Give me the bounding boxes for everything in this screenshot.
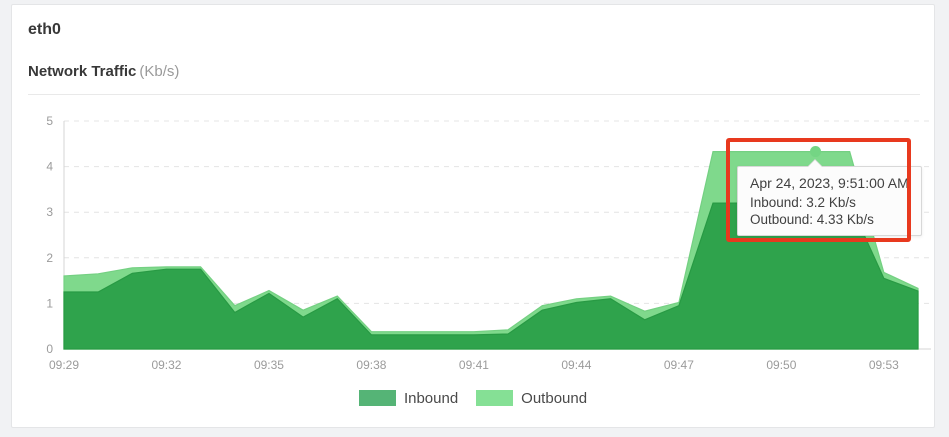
outbound-swatch — [476, 390, 514, 406]
tooltip-outbound-value: Outbound: 4.33 Kb/s — [750, 211, 874, 227]
legend-item-inbound[interactable]: Inbound — [358, 389, 459, 407]
tooltip-inbound-value: Inbound: 3.2 Kb/s — [750, 195, 856, 210]
y-tick-label-4: 4 — [46, 160, 53, 174]
tooltip-timestamp: Apr 24, 2023, 9:51:00 AM — [750, 175, 909, 191]
y-tick-label-1: 1 — [46, 296, 53, 310]
legend-label-inbound: Inbound — [403, 389, 459, 407]
chart-title-text: Network Traffic — [28, 63, 137, 80]
x-tick-label-09:38: 09:38 — [356, 358, 386, 372]
x-tick-label-09:47: 09:47 — [664, 358, 694, 372]
legend-item-outbound[interactable]: Outbound — [476, 390, 587, 407]
x-tick-label-09:35: 09:35 — [254, 358, 284, 372]
x-tick-label-09:44: 09:44 — [561, 358, 591, 372]
chart-unit: (Kb/s) — [139, 63, 180, 80]
device-title: eth0 — [28, 21, 61, 38]
hover-point-dot — [810, 146, 822, 158]
chart-region: 0 1 2 3 4 5 09:29 09:32 09:35 09:38 09:41 09:44 09:4… — [12, 101, 934, 393]
chart-title: Network Traffic (Kb/s) — [28, 63, 179, 80]
x-tick-label-09:41: 09:41 — [459, 358, 489, 372]
x-tick-label-09:53: 09:53 — [869, 358, 899, 372]
y-tick-label-5: 5 — [46, 114, 53, 128]
legend-label-outbound: Outbound — [521, 389, 588, 407]
y-tick-label-0: 0 — [46, 342, 53, 356]
x-tick-label-09:29: 09:29 — [49, 358, 79, 372]
inbound-swatch — [358, 390, 396, 406]
annotation-highlight-box — [726, 138, 911, 242]
chart-legend: Inbound Outbound — [12, 389, 934, 407]
tooltip-caret — [808, 160, 822, 167]
traffic-card: eth0 Network Traffic (Kb/s) 0 1 2 3 4 5 09:29 09… — [11, 4, 935, 428]
x-tick-label-09:32: 09:32 — [151, 358, 181, 372]
x-tick-label-09:50: 09:50 — [766, 358, 796, 372]
tooltip: Apr 24, 2023, 9:51:00 AM Inbound: 3.2 Kb… — [737, 160, 922, 236]
y-tick-label-2: 2 — [46, 251, 53, 265]
y-tick-label-3: 3 — [46, 205, 53, 219]
header-divider — [28, 94, 920, 95]
